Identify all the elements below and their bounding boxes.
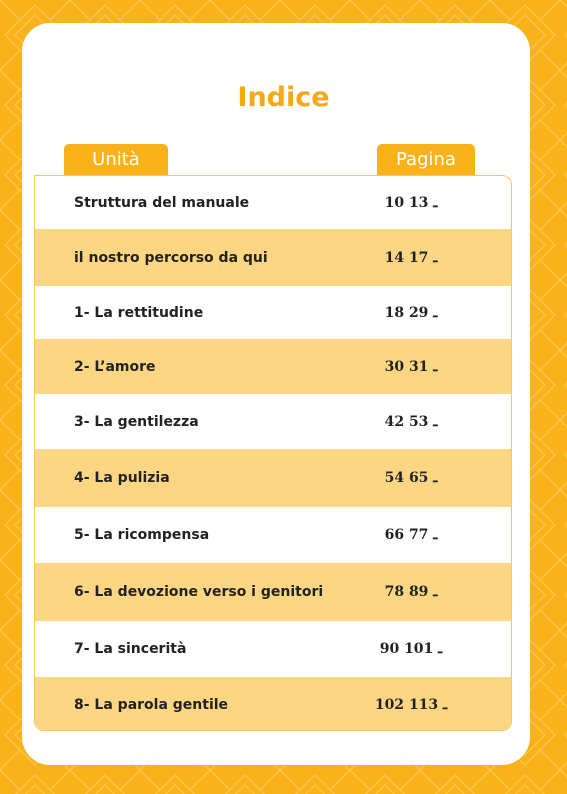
table-row: 6- La devozione verso i genitori 78 ـ 89 — [35, 563, 511, 621]
row-pages: 66 ـ 77 — [384, 527, 438, 543]
row-unit: Struttura del manuale — [74, 194, 250, 211]
row-pages: 102 ـ 113 — [374, 696, 448, 713]
row-pages: 42 ـ 53 — [384, 413, 438, 430]
row-unit: 4- La pulizia — [74, 470, 170, 486]
row-pages: 54 ـ 65 — [384, 470, 438, 486]
table-row: 5- La ricompensa 66 ـ 77 — [35, 507, 511, 563]
row-unit: il nostro percorso da qui — [74, 249, 268, 266]
table-row: 2- L’amore 30 ـ 31 — [35, 339, 511, 394]
row-unit: 3- La gentilezza — [74, 413, 199, 430]
row-pages: 14 ـ 17 — [384, 249, 438, 266]
row-unit: 6- La devozione verso i genitori — [74, 584, 324, 600]
table-row: Struttura del manuale 10 ـ 13 — [35, 176, 511, 229]
row-pages: 18 ـ 29 — [384, 304, 438, 321]
unit-column-header: Unità — [64, 144, 168, 175]
row-unit: 1- La rettitudine — [74, 304, 204, 321]
row-pages: 10 ـ 13 — [384, 194, 438, 211]
row-unit: 8- La parola gentile — [74, 696, 229, 713]
row-pages: 78 ـ 89 — [384, 584, 438, 600]
table-row: 4- La pulizia 54 ـ 65 — [35, 449, 511, 507]
row-unit: 2- L’amore — [74, 358, 156, 375]
row-unit: 7- La sincerità — [74, 641, 187, 657]
table-row: 8- La parola gentile 102 ـ 113 — [35, 677, 511, 730]
table-row: 3- La gentilezza 42 ـ 53 — [35, 394, 511, 449]
index-table: Struttura del manuale 10 ـ 13 il nostro … — [34, 175, 512, 731]
page-title: Indice — [237, 82, 330, 113]
page-column-header: Pagina — [377, 144, 475, 175]
row-unit: 5- La ricompensa — [74, 527, 210, 543]
table-row: 1- La rettitudine 18 ـ 29 — [35, 286, 511, 339]
row-pages: 90 ـ 101 — [379, 641, 443, 657]
table-row: 7- La sincerità 90 ـ 101 — [35, 621, 511, 677]
row-pages: 30 ـ 31 — [384, 358, 438, 375]
table-row: il nostro percorso da qui 14 ـ 17 — [35, 229, 511, 286]
